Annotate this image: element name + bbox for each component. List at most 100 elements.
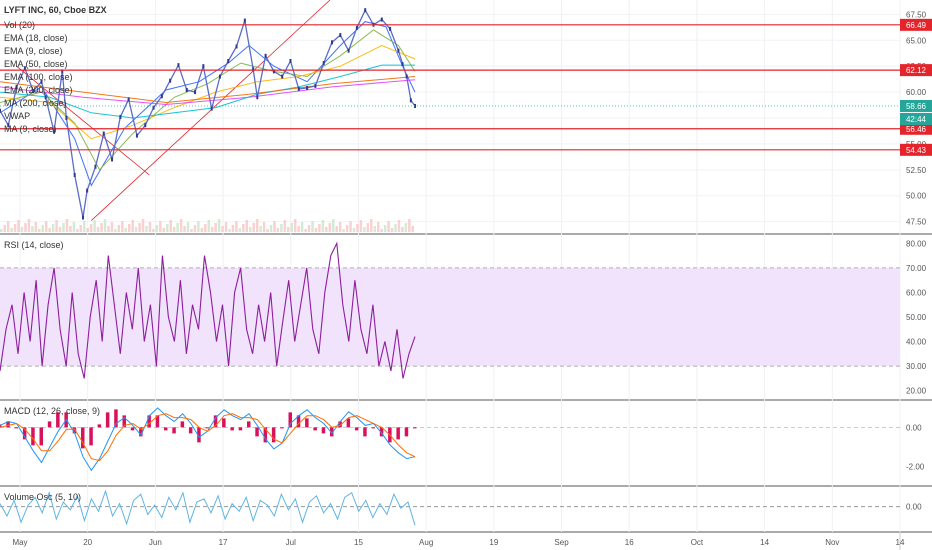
volume-bar (293, 219, 297, 232)
volume-bar (110, 222, 114, 232)
volume-bar (200, 228, 204, 232)
volume-bar (266, 229, 269, 232)
volume-bar (359, 220, 363, 232)
volume-bar (96, 227, 100, 232)
price-candle (297, 86, 300, 91)
time-tick-label: 17 (219, 538, 228, 547)
volume-bar (13, 224, 17, 232)
volume-bar (335, 226, 338, 232)
price-candle (322, 61, 325, 66)
macd-histogram-bar (354, 427, 359, 431)
macd-histogram-bar (271, 427, 276, 443)
volume-osc-pane[interactable] (0, 489, 900, 526)
volume-bar (363, 227, 366, 232)
volume-bar (58, 227, 62, 232)
price-candle (380, 17, 383, 22)
macd-histogram-bar (413, 427, 417, 429)
price-candle (256, 95, 259, 100)
price-tick-label: 52.50 (906, 166, 927, 175)
macd-pane[interactable] (0, 407, 900, 472)
price-candle (144, 123, 147, 128)
vol-osc-line (0, 489, 416, 526)
time-tick-label: 14 (896, 538, 905, 547)
volume-bar (283, 220, 287, 232)
volume-bar (65, 219, 69, 232)
volume-bar (349, 221, 352, 232)
macd-histogram-bar (404, 427, 409, 437)
price-candle (306, 85, 309, 90)
volume-bar (366, 223, 370, 232)
volume-bar (332, 219, 335, 232)
volume-bar (373, 226, 376, 232)
indicator-legend-item: EMA (18, close) (4, 33, 68, 43)
volume-bar (72, 222, 76, 232)
level-tag (900, 122, 932, 135)
volume-bar (214, 223, 217, 232)
level-tag-label: 54.43 (906, 146, 927, 155)
price-scales[interactable]: 47.5050.0052.5055.0057.5060.0062.5065.00… (900, 10, 932, 512)
price-tick-label: 60.00 (906, 88, 927, 97)
signal-line (0, 413, 416, 462)
volume-bar (17, 220, 20, 232)
price-candle (127, 97, 130, 102)
volume-bar (131, 220, 134, 232)
time-axis[interactable]: May 20 Jun 17 Jul 15 Aug 19 Sep 16 Oct 14 Nov 14 (12, 538, 905, 547)
volume-bar (273, 221, 276, 232)
indicator-legend-item: EMA (200, close) (4, 85, 73, 95)
rsi-tick-label: 30.00 (906, 362, 927, 371)
price-candle (227, 59, 230, 63)
macd-histogram-bar (238, 427, 243, 431)
volume-bar (311, 221, 314, 232)
volume-bar (380, 229, 383, 232)
macd-histogram-bar (321, 427, 326, 434)
ema-line (0, 79, 416, 106)
volume-bar (297, 226, 300, 232)
last-price-tag (900, 99, 932, 112)
macd-histogram-bar (213, 415, 218, 428)
price-candle (339, 33, 342, 38)
price-candle (86, 188, 89, 193)
price-candle (15, 84, 18, 89)
rsi-tick-label: 60.00 (906, 288, 927, 297)
price-pane[interactable] (0, 0, 900, 232)
volume-bar (148, 222, 152, 232)
rsi-line (0, 241, 416, 379)
macd-histogram-bar (122, 415, 126, 428)
macd-histogram-bar (14, 427, 19, 429)
macd-histogram-bar (114, 409, 118, 428)
volume-bar (287, 227, 290, 232)
volume-bar (38, 229, 41, 232)
price-candle (65, 116, 68, 120)
macd-histogram-bar (130, 427, 135, 431)
volume-bar (169, 220, 172, 232)
rsi-tick-label: 80.00 (906, 239, 927, 248)
time-tick-label: Aug (419, 538, 433, 547)
volume-bar (387, 221, 390, 232)
volume-bar (79, 225, 83, 232)
macd-histogram-bar (313, 427, 317, 431)
volume-bar (338, 222, 342, 232)
volume-bar (255, 219, 259, 232)
volume-bar (276, 228, 280, 232)
volume-bar (48, 228, 51, 232)
volume-bar (6, 221, 10, 232)
macd-histogram-bar (172, 427, 176, 434)
volume-bar (190, 229, 193, 232)
volume-bar (242, 224, 245, 232)
ema-line (0, 29, 416, 171)
rsi-pane[interactable] (0, 241, 900, 379)
volume-bar (390, 228, 394, 232)
volume-bar (259, 226, 262, 232)
volume-bar (152, 229, 155, 232)
last-price-label: 58.66 (906, 102, 927, 111)
volume-bar (249, 227, 252, 232)
level-tag-label: 66.49 (906, 21, 927, 30)
price-candle (177, 63, 180, 68)
volume-bar (408, 219, 411, 232)
rsi-tick-label: 70.00 (906, 264, 927, 273)
volume-bar (207, 220, 210, 232)
macd-tick-label: 0.00 (906, 423, 922, 432)
volume-bar (179, 219, 183, 232)
